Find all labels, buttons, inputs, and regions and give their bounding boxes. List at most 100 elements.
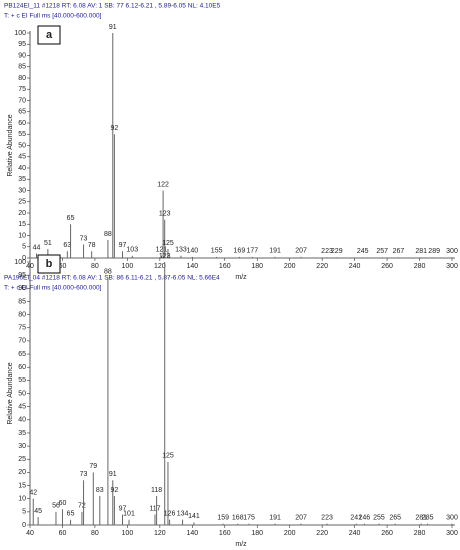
peak-label: 155 [211, 248, 223, 255]
x-tick-label: 280 [414, 263, 426, 270]
y-tick-label: 10 [18, 232, 26, 239]
header-subtitle: T: + c EI Full ms [40.000-600.000] [4, 285, 102, 292]
x-tick-label: 260 [381, 530, 393, 537]
peak-label: 223 [321, 515, 333, 522]
peak [167, 249, 169, 258]
x-tick-label: 240 [349, 530, 361, 537]
x-tick-label: 140 [186, 263, 198, 270]
peak-label: 285 [422, 515, 434, 522]
peak [169, 519, 171, 525]
peak [420, 257, 422, 258]
y-tick-label: 15 [18, 482, 26, 489]
panel-label: a [46, 29, 53, 41]
x-tick-label: 200 [284, 263, 296, 270]
peak-label: 191 [269, 248, 281, 255]
peak [164, 219, 166, 258]
peak [128, 519, 130, 525]
peak-label: 141 [188, 513, 200, 520]
y-tick-label: 25 [18, 456, 26, 463]
peak-label: 101 [123, 511, 135, 518]
peak [122, 251, 124, 258]
x-tick-label: 300 [446, 530, 458, 537]
y-tick-label: 35 [18, 176, 26, 183]
y-tick-label: 25 [18, 199, 26, 206]
peak-label: 83 [96, 487, 104, 494]
x-tick-label: 80 [91, 530, 99, 537]
x-tick-label: 180 [251, 263, 263, 270]
peak-label: 257 [376, 248, 388, 255]
peak-label: 126 [164, 511, 176, 518]
peak [113, 496, 115, 525]
peak [433, 257, 435, 258]
x-tick-label: 300 [446, 263, 458, 270]
peak-label: 175 [243, 515, 255, 522]
peak-label: 241 [350, 515, 362, 522]
x-tick-label: 100 [122, 530, 134, 537]
x-axis-label: m/z [235, 541, 247, 548]
peak-label: 177 [247, 248, 259, 255]
y-tick-label: 80 [18, 311, 26, 318]
peak [107, 240, 109, 258]
peak-label: 97 [119, 242, 127, 249]
y-tick-label: 85 [18, 64, 26, 71]
peak [91, 251, 93, 258]
peak-label: 65 [67, 511, 75, 518]
peak-label: 123 [159, 211, 171, 218]
peak-label: 45 [34, 508, 42, 515]
peak [35, 253, 37, 258]
peak [162, 190, 164, 258]
y-tick-label: 0 [22, 255, 26, 262]
peak-label: 223 [321, 248, 333, 255]
peak [32, 498, 34, 525]
peak [420, 523, 422, 525]
peak [362, 257, 364, 258]
x-tick-label: 80 [91, 263, 99, 270]
peak-label: 51 [44, 240, 52, 247]
peak-label: 140 [186, 248, 198, 255]
peak-label: 88 [104, 231, 112, 238]
y-tick-label: 80 [18, 75, 26, 82]
peak [113, 134, 115, 258]
peak [451, 523, 453, 525]
peak-label: 168 [232, 515, 244, 522]
peak [326, 257, 328, 258]
peak [70, 224, 72, 258]
peak [300, 523, 302, 525]
peak [182, 519, 184, 525]
peak-label: 88 [104, 269, 112, 276]
y-tick-label: 5 [22, 244, 26, 251]
peak [378, 523, 380, 525]
peak-label: 245 [357, 248, 369, 255]
y-tick-label: 20 [18, 210, 26, 217]
peak-label: 207 [295, 515, 307, 522]
peak [167, 461, 169, 525]
x-tick-label: 200 [284, 530, 296, 537]
y-tick-label: 100 [14, 259, 26, 266]
y-tick-label: 50 [18, 390, 26, 397]
x-axis-label: m/z [235, 274, 247, 281]
y-tick-label: 60 [18, 364, 26, 371]
x-tick-label: 180 [251, 530, 263, 537]
peak [451, 257, 453, 258]
peak-label: 300 [446, 248, 458, 255]
peak-label: 134 [177, 511, 189, 518]
peak-label: 207 [295, 248, 307, 255]
peak [99, 496, 101, 525]
peak [92, 472, 94, 525]
peak [122, 514, 124, 525]
y-tick-label: 65 [18, 109, 26, 116]
peak-label: 91 [109, 24, 117, 31]
peak [394, 523, 396, 525]
x-tick-label: 120 [154, 263, 166, 270]
peak-label: 121 [156, 247, 168, 254]
peak-label: 79 [89, 463, 97, 470]
y-tick-label: 45 [18, 403, 26, 410]
header-subtitle: T: + c EI Full ms [40.000-600.000] [4, 13, 102, 20]
peak [251, 256, 253, 258]
peak-label: 118 [151, 487, 162, 494]
y-tick-label: 85 [18, 298, 26, 305]
header-title: PA196EI_04 #1218 RT: 6.08 AV: 1 SB: 86 6… [4, 275, 220, 282]
peak [180, 255, 182, 258]
